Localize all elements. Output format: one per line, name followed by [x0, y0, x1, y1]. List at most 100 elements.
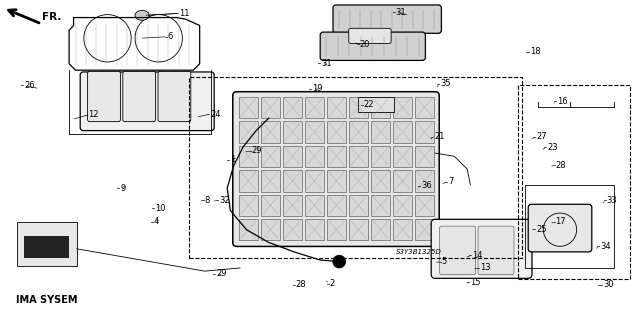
Text: 5: 5 — [442, 257, 447, 266]
FancyBboxPatch shape — [440, 226, 476, 275]
FancyBboxPatch shape — [80, 72, 214, 130]
Bar — [371, 195, 390, 216]
Text: 11: 11 — [179, 9, 189, 18]
Text: 6: 6 — [168, 32, 173, 41]
FancyBboxPatch shape — [158, 71, 191, 122]
Bar — [415, 97, 434, 118]
Bar — [349, 121, 368, 143]
FancyBboxPatch shape — [478, 226, 514, 275]
Text: 21: 21 — [434, 132, 444, 141]
Bar — [327, 121, 346, 143]
Text: 28: 28 — [556, 161, 566, 170]
Text: 29: 29 — [252, 146, 262, 155]
Bar — [518, 85, 630, 279]
Bar — [349, 145, 368, 167]
Bar — [283, 121, 302, 143]
Bar — [239, 219, 258, 241]
Bar — [305, 219, 324, 241]
Text: 28: 28 — [296, 280, 307, 289]
Text: IMA SYSEM: IMA SYSEM — [16, 295, 77, 305]
Bar — [349, 170, 368, 191]
Bar — [327, 97, 346, 118]
Text: 23: 23 — [547, 143, 558, 152]
Bar — [239, 145, 258, 167]
Bar — [327, 170, 346, 191]
Bar — [305, 121, 324, 143]
Text: 15: 15 — [470, 278, 481, 287]
FancyBboxPatch shape — [88, 71, 120, 122]
Bar — [327, 195, 346, 216]
Text: 19: 19 — [312, 84, 323, 93]
Text: 35: 35 — [440, 79, 451, 88]
Bar — [525, 185, 614, 268]
Text: 34: 34 — [600, 242, 611, 251]
Bar — [415, 145, 434, 167]
Text: 16: 16 — [557, 97, 568, 106]
Bar — [415, 219, 434, 241]
Text: 14: 14 — [472, 251, 483, 260]
Text: 9: 9 — [120, 184, 125, 193]
Bar — [283, 195, 302, 216]
Text: 1: 1 — [230, 155, 236, 164]
Text: 26: 26 — [24, 81, 35, 90]
Bar — [261, 121, 280, 143]
Text: 20: 20 — [360, 40, 370, 48]
Bar — [327, 219, 346, 241]
Bar — [393, 170, 412, 191]
Text: S3Y3B1325D: S3Y3B1325D — [396, 249, 442, 255]
Bar — [371, 170, 390, 191]
Text: 24: 24 — [210, 110, 220, 119]
Bar — [327, 145, 346, 167]
Bar — [239, 121, 258, 143]
Bar — [415, 121, 434, 143]
Text: 31: 31 — [396, 8, 406, 17]
FancyBboxPatch shape — [123, 71, 156, 122]
Text: 27: 27 — [536, 132, 547, 141]
Bar — [261, 145, 280, 167]
Bar — [283, 97, 302, 118]
Bar — [415, 170, 434, 191]
Text: 25: 25 — [536, 225, 547, 234]
Text: 33: 33 — [607, 196, 618, 205]
Bar — [305, 170, 324, 191]
Ellipse shape — [135, 10, 149, 20]
FancyBboxPatch shape — [349, 28, 391, 43]
Bar — [239, 195, 258, 216]
Text: 10: 10 — [155, 204, 165, 213]
Bar — [349, 97, 368, 118]
Text: 32: 32 — [219, 196, 230, 205]
Text: 13: 13 — [480, 263, 491, 272]
Bar — [393, 97, 412, 118]
FancyBboxPatch shape — [431, 219, 532, 278]
Bar — [305, 195, 324, 216]
Text: 17: 17 — [556, 217, 566, 226]
Text: 22: 22 — [364, 100, 374, 109]
FancyBboxPatch shape — [233, 92, 439, 247]
Bar — [415, 195, 434, 216]
Bar — [239, 170, 258, 191]
Bar — [393, 195, 412, 216]
Bar — [283, 145, 302, 167]
Bar — [305, 97, 324, 118]
Bar — [349, 195, 368, 216]
Bar — [305, 145, 324, 167]
Text: 4: 4 — [154, 217, 159, 226]
Text: 7: 7 — [448, 177, 453, 186]
Bar — [261, 170, 280, 191]
Text: 31: 31 — [321, 59, 332, 68]
Text: 29: 29 — [216, 269, 227, 278]
Bar — [371, 219, 390, 241]
Text: 30: 30 — [603, 280, 614, 289]
Bar — [24, 235, 69, 258]
Bar — [189, 77, 522, 258]
FancyBboxPatch shape — [528, 204, 592, 252]
Bar — [261, 219, 280, 241]
Bar — [393, 219, 412, 241]
Bar — [261, 195, 280, 216]
Bar — [239, 97, 258, 118]
Bar — [349, 219, 368, 241]
Bar — [393, 145, 412, 167]
Bar — [371, 97, 390, 118]
FancyBboxPatch shape — [333, 5, 442, 33]
Text: FR.: FR. — [42, 11, 61, 22]
